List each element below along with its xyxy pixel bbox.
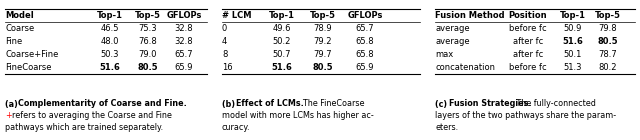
- Text: 65.8: 65.8: [356, 50, 374, 59]
- Text: 0: 0: [222, 24, 227, 33]
- Text: average: average: [435, 24, 470, 33]
- Text: Top-5: Top-5: [135, 11, 161, 20]
- Text: after fc: after fc: [513, 50, 543, 59]
- Text: refers to averaging the Coarse and Fine: refers to averaging the Coarse and Fine: [12, 111, 172, 121]
- Text: 32.8: 32.8: [175, 37, 193, 46]
- Text: 50.1: 50.1: [564, 50, 582, 59]
- Text: concatenation: concatenation: [435, 63, 495, 72]
- Text: 79.7: 79.7: [314, 50, 332, 59]
- Text: 51.3: 51.3: [564, 63, 582, 72]
- Text: The FineCoarse: The FineCoarse: [298, 100, 365, 108]
- Text: eters.: eters.: [435, 123, 458, 132]
- Text: GFLOPs: GFLOPs: [166, 11, 202, 20]
- Text: Fine: Fine: [5, 37, 22, 46]
- Text: Fusion Method: Fusion Method: [435, 11, 504, 20]
- Text: 50.2: 50.2: [273, 37, 291, 46]
- Text: Top-5: Top-5: [595, 11, 621, 20]
- Text: pathways which are trained separately.: pathways which are trained separately.: [5, 123, 163, 132]
- Text: Top-5: Top-5: [310, 11, 336, 20]
- Text: 49.6: 49.6: [273, 24, 291, 33]
- Text: 79.0: 79.0: [139, 50, 157, 59]
- Text: 80.5: 80.5: [138, 63, 158, 72]
- Text: Complementarity of Coarse and Fine.: Complementarity of Coarse and Fine.: [18, 100, 187, 108]
- Text: Position: Position: [509, 11, 547, 20]
- Text: Fusion Strategies.: Fusion Strategies.: [449, 100, 531, 108]
- Text: +: +: [5, 111, 12, 121]
- Text: # LCM: # LCM: [222, 11, 252, 20]
- Text: Coarse+Fine: Coarse+Fine: [5, 50, 58, 59]
- Text: 65.9: 65.9: [356, 63, 374, 72]
- Text: average: average: [435, 37, 470, 46]
- Text: Top-1: Top-1: [269, 11, 295, 20]
- Text: 50.3: 50.3: [100, 50, 119, 59]
- Text: 16: 16: [222, 63, 232, 72]
- Text: 65.8: 65.8: [356, 37, 374, 46]
- Text: 75.3: 75.3: [139, 24, 157, 33]
- Text: (c): (c): [435, 100, 450, 108]
- Text: 32.8: 32.8: [175, 24, 193, 33]
- Text: max: max: [435, 50, 453, 59]
- Text: curacy.: curacy.: [222, 123, 250, 132]
- Text: (a): (a): [5, 100, 20, 108]
- Text: 8: 8: [222, 50, 227, 59]
- Text: 78.7: 78.7: [598, 50, 618, 59]
- Text: 79.2: 79.2: [314, 37, 332, 46]
- Text: 51.6: 51.6: [100, 63, 120, 72]
- Text: FineCoarse: FineCoarse: [5, 63, 51, 72]
- Text: 76.8: 76.8: [139, 37, 157, 46]
- Text: Model: Model: [5, 11, 34, 20]
- Text: 50.7: 50.7: [273, 50, 291, 59]
- Text: Coarse: Coarse: [5, 24, 35, 33]
- Text: 80.5: 80.5: [313, 63, 333, 72]
- Text: 65.7: 65.7: [175, 50, 193, 59]
- Text: 51.6: 51.6: [563, 37, 584, 46]
- Text: 4: 4: [222, 37, 227, 46]
- Text: before fc: before fc: [509, 63, 547, 72]
- Text: 65.7: 65.7: [356, 24, 374, 33]
- Text: 79.8: 79.8: [598, 24, 618, 33]
- Text: 50.9: 50.9: [564, 24, 582, 33]
- Text: 78.9: 78.9: [314, 24, 332, 33]
- Text: Top-1: Top-1: [560, 11, 586, 20]
- Text: 48.0: 48.0: [100, 37, 119, 46]
- Text: before fc: before fc: [509, 24, 547, 33]
- Text: layers of the two pathways share the param-: layers of the two pathways share the par…: [435, 111, 616, 121]
- Text: 80.2: 80.2: [599, 63, 617, 72]
- Text: after fc: after fc: [513, 37, 543, 46]
- Text: 65.9: 65.9: [175, 63, 193, 72]
- Text: 51.6: 51.6: [271, 63, 292, 72]
- Text: model with more LCMs has higher ac-: model with more LCMs has higher ac-: [222, 111, 374, 121]
- Text: Top-1: Top-1: [97, 11, 123, 20]
- Text: The fully-connected: The fully-connected: [514, 100, 596, 108]
- Text: Effect of LCMs.: Effect of LCMs.: [236, 100, 304, 108]
- Text: (b): (b): [222, 100, 238, 108]
- Text: 80.5: 80.5: [598, 37, 618, 46]
- Text: 46.5: 46.5: [100, 24, 119, 33]
- Text: GFLOPs: GFLOPs: [348, 11, 383, 20]
